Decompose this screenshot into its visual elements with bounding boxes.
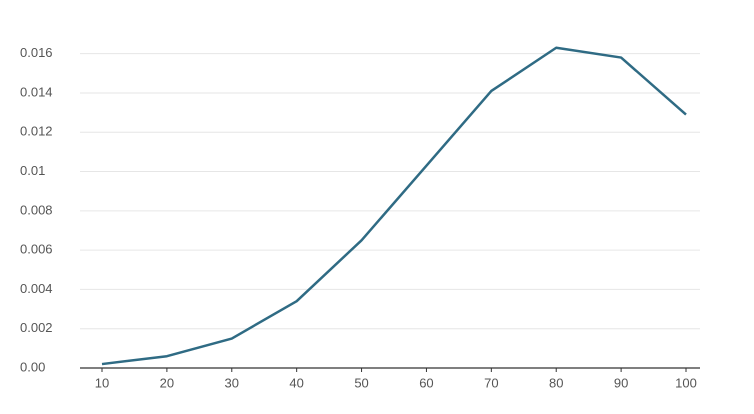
line — [101, 46, 687, 366]
y-tick-label: 0.006 — [20, 242, 53, 257]
y-tick-label: 0.004 — [20, 281, 53, 296]
y-tick-label: 0.008 — [20, 202, 53, 217]
y-tick-label: 0.014 — [20, 84, 53, 99]
x-tick-label: 100 — [675, 375, 697, 390]
y-tick-label: 0.012 — [20, 124, 53, 139]
x-tick-label: 40 — [289, 375, 303, 390]
y-tick-label: 0.00 — [20, 359, 45, 374]
x-tick-label: 70 — [484, 375, 498, 390]
x-tick-label: 80 — [549, 375, 563, 390]
y-tick-label: 0.016 — [20, 45, 53, 60]
x-tick-label: 50 — [354, 375, 368, 390]
y-tick-label: 0.01 — [20, 163, 45, 178]
x-tick-label: 90 — [614, 375, 628, 390]
x-tick-label: 30 — [225, 375, 239, 390]
x-tick-label: 60 — [419, 375, 433, 390]
y-tick-label: 0.002 — [20, 320, 53, 335]
x-tick-label: 20 — [160, 375, 174, 390]
x-tick-label: 10 — [95, 375, 109, 390]
